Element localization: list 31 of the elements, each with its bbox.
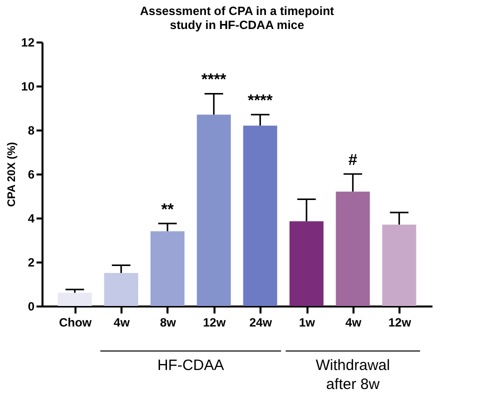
bar bbox=[290, 221, 324, 306]
annotation: **** bbox=[201, 72, 228, 89]
bar bbox=[243, 126, 278, 306]
annotation: # bbox=[348, 152, 358, 169]
text: HF-CDAA bbox=[157, 357, 224, 374]
annotation: ** bbox=[161, 201, 174, 218]
y-tick-label: 10 bbox=[21, 80, 35, 94]
x-tick-label: 4w bbox=[345, 316, 362, 330]
bar bbox=[382, 224, 416, 306]
y-tick-label: 8 bbox=[28, 124, 35, 138]
y-tick-label: 2 bbox=[28, 256, 35, 270]
y-tick-label: 0 bbox=[28, 300, 35, 314]
x-tick-label: 24w bbox=[249, 316, 273, 330]
y-tick-label: 12 bbox=[21, 36, 35, 50]
bar bbox=[58, 292, 92, 306]
bar bbox=[336, 192, 370, 306]
bar bbox=[150, 231, 184, 306]
bar bbox=[196, 114, 231, 306]
y-tick-label: 4 bbox=[28, 212, 35, 226]
x-tick-label: 8w bbox=[160, 316, 177, 330]
annotation: **** bbox=[248, 92, 274, 110]
y-axis-title: CPA 20X (%) bbox=[6, 142, 18, 207]
x-tick-label: 4w bbox=[114, 316, 130, 330]
x-tick-label: 1w bbox=[299, 316, 316, 330]
chart-title: Assessment of CPA in a timepoint study in HF-CDAA mice bbox=[140, 4, 334, 32]
text: Withdrawal after 8w bbox=[316, 357, 390, 393]
x-tick-label: 12w bbox=[388, 316, 412, 330]
bar bbox=[104, 273, 138, 306]
x-tick-label: Chow bbox=[58, 316, 92, 330]
x-tick-label: 12w bbox=[202, 316, 226, 330]
y-tick-label: 6 bbox=[28, 168, 35, 182]
